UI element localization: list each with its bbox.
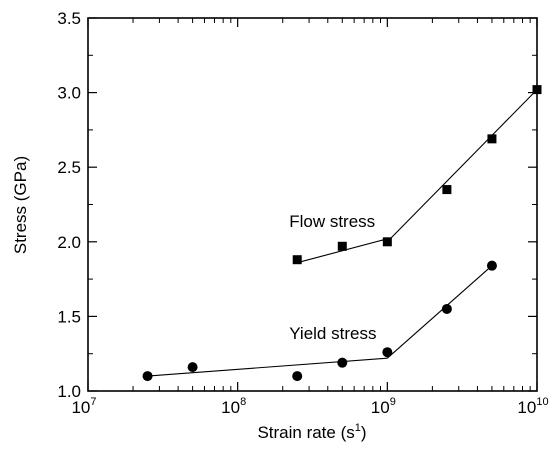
y-tick-label: 3.0 [57,84,81,103]
y-tick-label: 3.5 [57,9,81,28]
flow-stress-point [532,85,542,95]
flow-stress-point [292,255,302,265]
y-tick-label: 1.5 [57,307,81,326]
yield-stress-point [486,260,497,271]
y-tick-label: 2.0 [57,233,81,252]
yield-stress-fit-line [147,357,388,377]
x-tick-label: 108 [221,396,246,417]
x-tick-label: 1010 [517,396,548,417]
yield-stress-point [441,303,452,314]
axis-tick-labels: 107 108 109 1010 1.0 1.5 2.0 2.5 3.0 3.5 [57,9,548,417]
yield-stress-point [337,357,348,368]
data-points [142,85,542,382]
flow-stress-point [487,134,497,144]
flow-stress-point [442,185,452,195]
flow-stress-label: Flow stress [289,212,375,231]
flow-stress-point [382,237,392,247]
y-tick-label: 1.0 [57,382,81,401]
x-tick-label: 107 [71,396,96,417]
yield-stress-fit-line [386,265,493,359]
y-axis-label: Stress (GPa) [11,156,30,254]
x-axis-label: Strain rate (s1) [257,422,366,442]
x-tick-label: 109 [371,396,396,417]
series-annotations: Flow stress Yield stress [289,212,376,343]
y-tick-label: 2.5 [57,158,81,177]
yield-stress-point [142,371,153,382]
flow-stress-fit-line [386,89,538,243]
yield-stress-point [187,362,198,373]
axis-ticks [87,17,538,392]
flow-stress-point [337,241,347,251]
yield-stress-label: Yield stress [289,324,376,343]
yield-stress-point [292,371,303,382]
yield-stress-point [382,347,393,358]
